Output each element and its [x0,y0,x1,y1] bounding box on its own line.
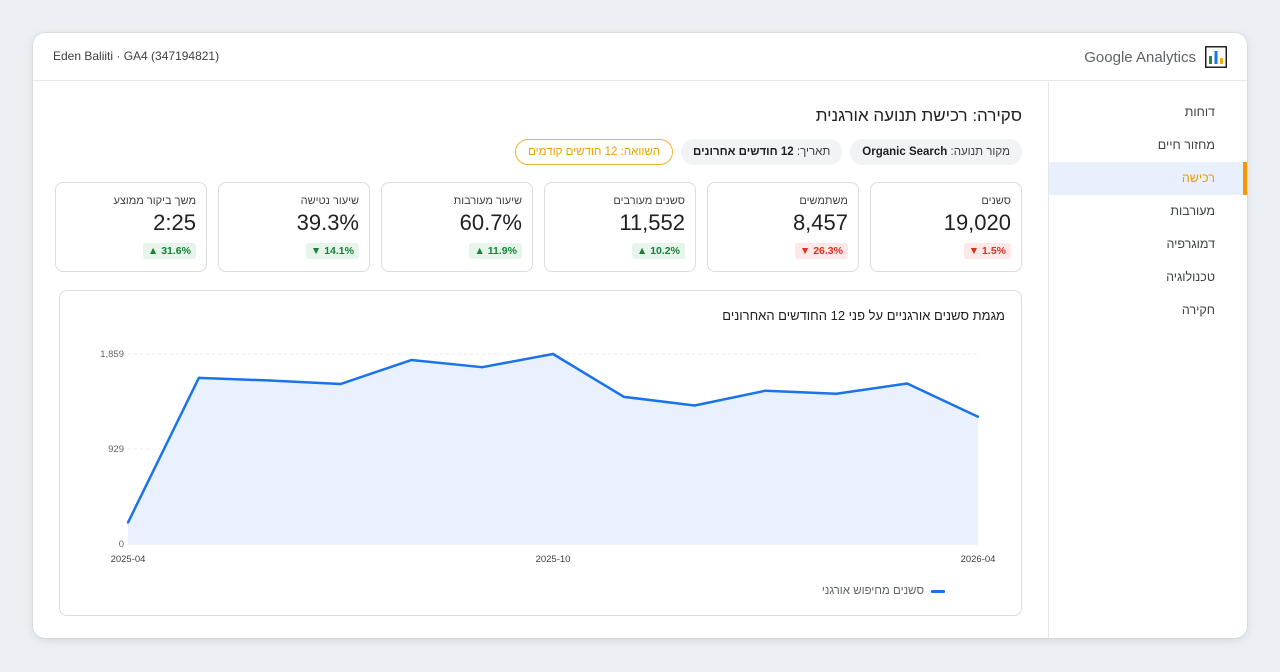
data-point [410,358,413,362]
sidebar-item-demographics[interactable]: דמוגרפיה [1166,237,1215,251]
kpi-card-avg-duration[interactable]: משך ביקור ממוצע 2:25 ▲ 31.6% [55,182,207,272]
main-content: סקירה: רכישת תנועה אורגנית מקור תנועה: O… [33,82,1048,638]
kpi-value: 8,457 [792,210,848,235]
data-point [197,376,201,380]
kpi-card-sessions[interactable]: סשנים 19,020 ▼ 1.5% [870,182,1022,272]
sidebar-item-acquisition[interactable]: רכישה [1049,162,1247,195]
data-point [764,389,767,392]
account-selector[interactable]: Eden Baliiti · GA4 (347194821) [53,49,220,63]
chart-title: מגמת סשנים אורגניים על פני 12 החודשים הא… [722,308,1005,323]
kpi-delta-badge: ▼ 14.1% [305,243,359,259]
sessions-trend-chart: 0 929 1,859 2025-04 2025-10 2026-04 [100,349,996,565]
y-tick-label: 0 [119,539,124,550]
kpi-row: סשנים 19,020 ▼ 1.5% משתמשים 8,457 ▼ 26.3… [55,182,1022,272]
x-tick-label: 2026-04 [961,554,996,565]
legend-swatch [931,589,945,593]
sessions-trend-card: מגמת סשנים אורגניים על פני 12 החודשים הא… [59,290,1022,616]
y-tick-label: 929 [108,444,124,455]
kpi-delta-badge: ▲ 11.9% [469,243,522,259]
kpi-card-engaged-sessions[interactable]: סשנים מעורבים 11,552 ▲ 10.2% [544,182,696,272]
date-range-chip[interactable]: תאריך: 12 חודשים אחרונים [681,139,843,165]
kpi-delta-badge: ▲ 10.2% [631,243,685,259]
date-range-prefix: תאריך: [793,146,831,158]
filter-chips: מקור תנועה: Organic Search תאריך: 12 חוד… [515,139,1022,165]
traffic-source-chip[interactable]: מקור תנועה: Organic Search [850,139,1022,165]
y-tick-label: 1,859 [100,349,124,360]
data-point [268,379,271,382]
sidebar-item-engagement[interactable]: מעורבות [1170,204,1215,218]
kpi-label: סשנים [981,195,1011,207]
kpi-card-bounce-rate[interactable]: שיעור נטישה 39.3% ▼ 14.1% [218,182,370,272]
kpi-label: משתמשים [799,195,848,207]
kpi-value: 19,020 [943,210,1011,235]
kpi-card-engagement-rate[interactable]: שיעור מעורבות 60.7% ▲ 11.9% [381,182,533,272]
legend-label: סשנים מחיפוש אורגני [821,585,924,597]
data-point [551,352,555,356]
kpi-value: 11,552 [619,210,685,235]
sidebar-item-technology[interactable]: טכנולוגיה [1166,270,1215,284]
data-point [835,392,838,395]
analytics-window: Eden Baliiti · GA4 (347194821) Google An… [33,33,1247,638]
kpi-value: 2:25 [153,210,196,235]
x-tick-label: 2025-10 [536,554,571,565]
data-point [622,395,626,399]
sidebar-item-reports[interactable]: דוחות [1184,105,1215,119]
data-point [480,365,484,369]
compare-chip[interactable]: השוואה: 12 חודשים קודמים [515,139,674,165]
date-range-value: 12 חודשים אחרונים [693,146,794,158]
kpi-label: משך ביקור ממוצע [113,195,197,207]
kpi-delta-badge: ▲ 31.6% [142,243,196,259]
sidebar-item-lifecycle[interactable]: מחזור חיים [1157,138,1215,152]
kpi-card-users[interactable]: משתמשים 8,457 ▼ 26.3% [707,182,859,272]
series-area [128,354,978,544]
data-point [905,382,909,385]
traffic-source-prefix: מקור תנועה: [947,146,1011,158]
brand-name: Google Analytics [1084,48,1196,66]
sidebar-nav: דוחות מחזור חיים רכישה מעורבות דמוגרפיה … [1048,82,1247,638]
data-point [693,404,696,407]
data-point [126,521,130,524]
chart-legend[interactable]: סשנים מחיפוש אורגני [822,585,945,597]
kpi-label: שיעור מעורבות [453,195,522,207]
traffic-source-value: Organic Search [862,146,948,158]
data-point [976,415,980,418]
kpi-value: 60.7% [459,210,522,235]
x-tick-label: 2025-04 [111,554,146,565]
kpi-delta-badge: ▼ 26.3% [794,243,848,259]
sidebar-item-explore[interactable]: חקירה [1181,303,1215,317]
kpi-delta-badge: ▼ 1.5% [963,243,1011,259]
top-bar: Eden Baliiti · GA4 (347194821) Google An… [33,33,1247,81]
kpi-value: 39.3% [296,210,359,235]
brand[interactable]: Google Analytics [1084,46,1227,68]
analytics-logo-icon [1205,46,1227,68]
data-point [339,382,342,386]
kpi-label: שיעור נטישה [300,195,359,207]
page-title: סקירה: רכישת תנועה אורגנית [815,106,1022,125]
kpi-label: סשנים מעורבים [613,195,685,207]
